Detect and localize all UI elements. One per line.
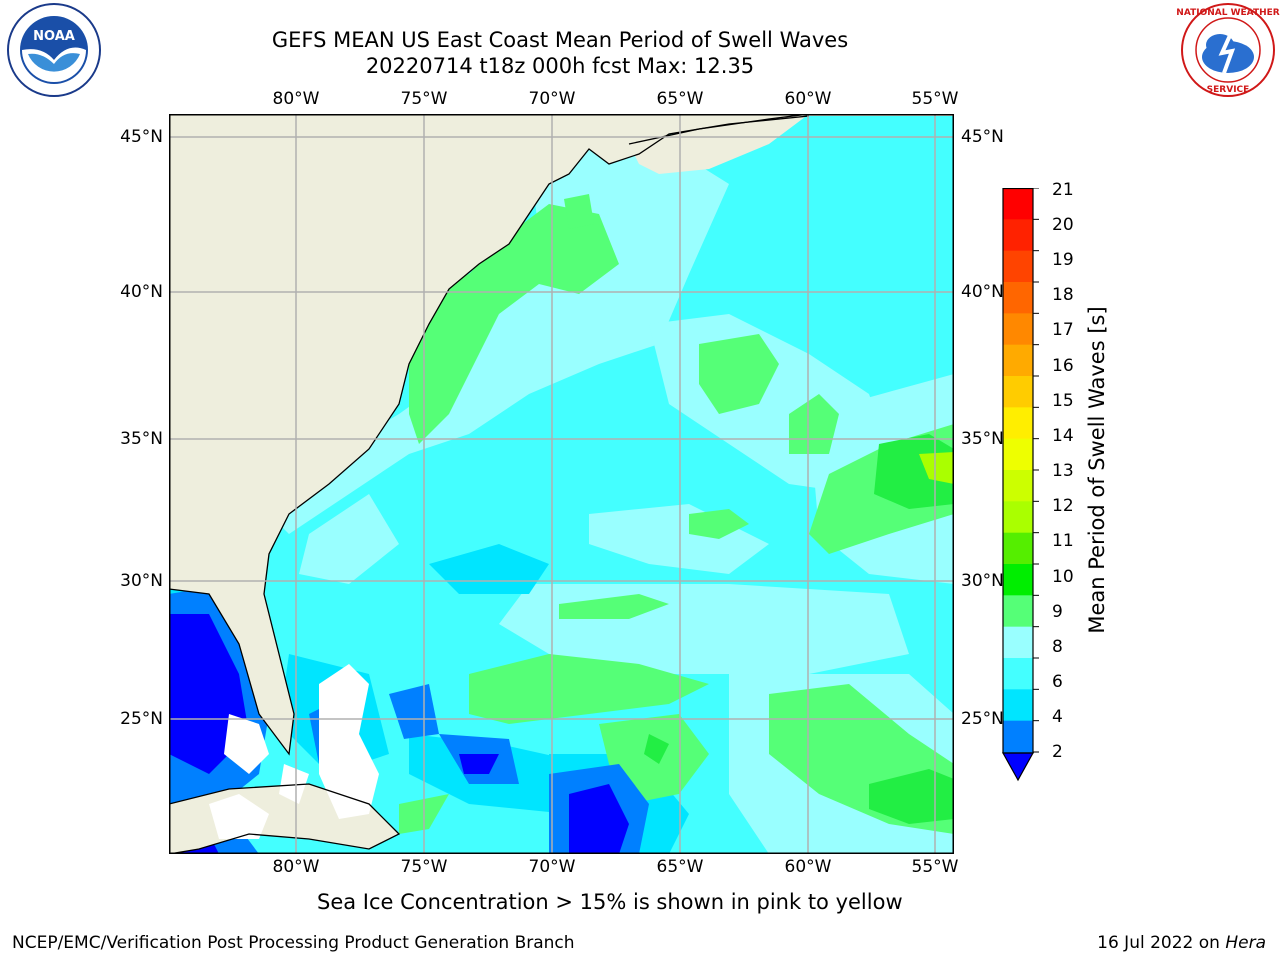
lon-label-bottom: 65°W bbox=[656, 857, 704, 877]
colorbar-tick-label: 6 bbox=[1052, 672, 1063, 692]
lat-label-right: 40°N bbox=[961, 282, 1004, 302]
colorbar-title: Mean Period of Swell Waves [s] bbox=[1085, 306, 1109, 634]
lon-label-top: 80°W bbox=[272, 89, 320, 109]
colorbar-tick-label: 17 bbox=[1052, 320, 1074, 340]
svg-text:NOAA: NOAA bbox=[33, 29, 75, 44]
lon-label-top: 75°W bbox=[400, 89, 448, 109]
lon-label-top: 55°W bbox=[911, 89, 959, 109]
yellow-green-region bbox=[919, 452, 954, 484]
lon-label-top: 60°W bbox=[784, 89, 832, 109]
colorbar-tick-label: 4 bbox=[1052, 707, 1063, 727]
lat-label-right: 25°N bbox=[961, 709, 1004, 729]
colorbar-segment bbox=[1003, 250, 1033, 283]
lon-label-bottom: 60°W bbox=[784, 857, 832, 877]
coastline bbox=[169, 783, 401, 854]
no-data-region bbox=[279, 764, 309, 804]
noaa-logo: NOAA bbox=[7, 3, 101, 97]
colorbar-tick-label: 11 bbox=[1052, 531, 1074, 551]
colorbar-tick-label: 12 bbox=[1052, 496, 1074, 516]
colorbar-segment bbox=[1003, 376, 1033, 408]
green-region bbox=[699, 334, 779, 414]
colorbar-segment bbox=[1003, 313, 1033, 346]
green-region bbox=[469, 654, 709, 724]
lat-label-left: 40°N bbox=[120, 282, 163, 302]
lon-label-top: 70°W bbox=[528, 89, 576, 109]
lon-label-bottom: 75°W bbox=[400, 857, 448, 877]
footer-credit: NCEP/EMC/Verification Post Processing Pr… bbox=[12, 933, 575, 953]
colorbar-segment bbox=[1003, 564, 1033, 596]
colorbar-segment bbox=[1003, 720, 1033, 753]
green-region bbox=[409, 204, 619, 444]
dark-blue-region bbox=[459, 754, 499, 774]
colorbar-segment bbox=[1003, 626, 1033, 659]
colorbar-tick-label: 13 bbox=[1052, 461, 1074, 481]
colorbar-tick-label: 9 bbox=[1052, 602, 1063, 622]
colorbar-tick-label: 8 bbox=[1052, 637, 1063, 657]
lat-label-left: 45°N bbox=[120, 127, 163, 147]
colorbar-segment bbox=[1003, 658, 1033, 690]
lat-label-left: 30°N bbox=[120, 571, 163, 591]
bright-green-region bbox=[874, 434, 954, 509]
map-subtitle: 20220714 t18z 000h fcst Max: 12.35 bbox=[365, 54, 755, 78]
graticule bbox=[169, 114, 954, 854]
colorbar-tick-label: 15 bbox=[1052, 391, 1074, 411]
colorbar-tick-label: 21 bbox=[1052, 180, 1074, 200]
blue-region bbox=[389, 684, 439, 739]
no-data-region bbox=[319, 664, 379, 819]
colorbar-tick-label: 19 bbox=[1052, 250, 1074, 270]
coastline bbox=[169, 115, 810, 756]
colorbar-segment bbox=[1003, 689, 1033, 722]
colorbar-segment bbox=[1003, 470, 1033, 502]
nws-logo: NATIONAL WEATHER SERVICE bbox=[1176, 3, 1280, 97]
colorbar-segment bbox=[1003, 219, 1033, 252]
map-title: GEFS MEAN US East Coast Mean Period of S… bbox=[271, 28, 849, 52]
colorbar-segment bbox=[1003, 188, 1033, 220]
colorbar-segment bbox=[1003, 438, 1033, 471]
land-us-coast bbox=[169, 114, 954, 754]
colorbar-tick-label: 2 bbox=[1052, 742, 1063, 762]
colorbar-tick-label: 10 bbox=[1052, 567, 1074, 587]
footer-date: 16 Jul 2022 on Hera bbox=[1097, 933, 1266, 953]
swell-period-map bbox=[169, 114, 954, 854]
sea-ice-note: Sea Ice Concentration > 15% is shown in … bbox=[317, 890, 903, 914]
colorbar-segment bbox=[1003, 595, 1033, 628]
colorbar-tick-label: 18 bbox=[1052, 285, 1074, 305]
no-data-region bbox=[209, 794, 269, 839]
no-data-region bbox=[224, 714, 269, 774]
colorbar bbox=[1002, 188, 1039, 782]
green-region bbox=[559, 594, 669, 619]
footer-date-text: 16 Jul 2022 on bbox=[1097, 933, 1226, 953]
lon-label-bottom: 70°W bbox=[528, 857, 576, 877]
svg-text:NATIONAL WEATHER: NATIONAL WEATHER bbox=[1176, 8, 1279, 18]
colorbar-segment bbox=[1003, 282, 1033, 314]
colorbar-tick-label: 20 bbox=[1052, 215, 1074, 235]
colorbar-segment bbox=[1003, 407, 1033, 440]
colorbar-tick-label: 16 bbox=[1052, 356, 1074, 376]
lon-label-top: 65°W bbox=[656, 89, 704, 109]
lat-label-right: 35°N bbox=[961, 429, 1004, 449]
colorbar-segment bbox=[1003, 501, 1033, 534]
green-region bbox=[564, 194, 594, 229]
dark-blue-region bbox=[569, 784, 629, 854]
green-region bbox=[689, 509, 749, 539]
bright-green-region bbox=[644, 734, 669, 764]
lon-label-bottom: 55°W bbox=[911, 857, 959, 877]
light-cyan-region bbox=[299, 494, 399, 584]
lat-label-right: 30°N bbox=[961, 571, 1004, 591]
colorbar-segment bbox=[1003, 344, 1033, 377]
colorbar-extend-triangle bbox=[1002, 752, 1035, 782]
colorbar-tick-label: 14 bbox=[1052, 426, 1074, 446]
lon-label-bottom: 80°W bbox=[272, 857, 320, 877]
svg-text:SERVICE: SERVICE bbox=[1207, 85, 1250, 95]
colorbar-segment bbox=[1003, 532, 1033, 565]
land-nova-scotia bbox=[629, 114, 809, 174]
bright-green-region bbox=[869, 769, 954, 824]
lat-label-left: 35°N bbox=[120, 429, 163, 449]
lat-label-right: 45°N bbox=[961, 127, 1004, 147]
lat-label-left: 25°N bbox=[120, 709, 163, 729]
footer-host: Hera bbox=[1225, 933, 1266, 953]
light-cyan-region bbox=[269, 134, 729, 534]
